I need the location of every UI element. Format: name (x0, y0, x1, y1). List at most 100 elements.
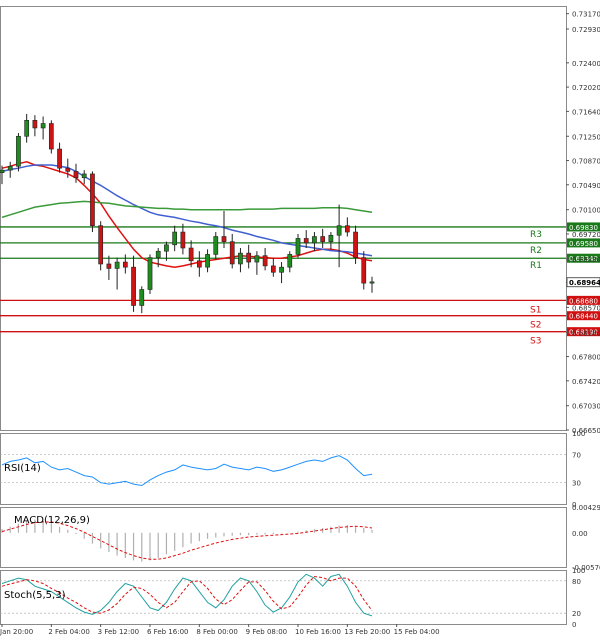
candle-body (196, 260, 202, 268)
level-name-s1: S1 (530, 305, 541, 315)
candle (98, 221, 104, 271)
time-tick-label: Jan 20:00 (0, 628, 33, 636)
candle-body (229, 241, 235, 265)
candle-body (139, 289, 145, 306)
current-price-label: 0.68964 (569, 279, 600, 287)
candle (320, 228, 326, 249)
rsi-tick-label: 100 (572, 430, 585, 438)
candle-body (57, 148, 62, 169)
rsi-tick-label: 70 (572, 451, 581, 459)
level-tag-s2 (567, 311, 600, 321)
level-name-s3: S3 (530, 337, 541, 347)
candle (287, 251, 293, 273)
candle-body (320, 236, 326, 242)
time-tick-label: 10 Feb 16:00 (295, 628, 341, 636)
current-price-tag (566, 277, 600, 288)
candle-body (262, 255, 268, 267)
series-line-ma-mid (1, 164, 373, 257)
level-tag-s3 (567, 327, 600, 337)
candle-body (295, 238, 301, 255)
candle-body (81, 173, 87, 179)
level-name-r1: R1 (530, 261, 542, 271)
candle-body (279, 266, 284, 273)
candle (246, 244, 252, 269)
candle-body (155, 250, 161, 258)
candle-body (73, 171, 79, 179)
level-name-s2: S2 (530, 321, 541, 331)
level-value-s1: 0.68680 (569, 297, 598, 305)
candle-body (328, 234, 334, 242)
candle (65, 158, 71, 178)
level-tag-r1 (567, 253, 600, 263)
price-tick-label: 0.71640 (572, 108, 600, 116)
indicator-panels: 100 70 30 0 RSI(14) 0.004295 0.00 -0.005702 MACD… (0, 430, 600, 629)
candle (172, 225, 178, 252)
rsi-tick-label: 0 (572, 501, 576, 509)
price-tick-label: 0.68180 (572, 329, 600, 337)
candle (353, 225, 358, 264)
candle-body (98, 225, 104, 265)
level-tag-s1 (567, 295, 600, 305)
candle-body (312, 236, 317, 244)
price-tick-label: 0.69720 (572, 231, 600, 239)
candle (0, 165, 5, 185)
level-tag-r2 (567, 238, 600, 248)
rsi-tick-label: 30 (572, 480, 581, 488)
price-tick-label: 0.70490 (572, 182, 600, 190)
candle (147, 254, 153, 294)
candle-body (24, 120, 30, 137)
candle (40, 116, 46, 140)
time-tick-label: 6 Feb 16:00 (147, 628, 188, 636)
candle-body (40, 123, 46, 129)
level-value-s3: 0.68190 (569, 329, 598, 337)
candle-body (303, 238, 309, 244)
candle (369, 276, 375, 293)
candle (196, 251, 202, 277)
candle (114, 257, 120, 290)
candle-body (147, 257, 153, 290)
candle (361, 251, 367, 290)
stoch-tick-label: 0 (572, 621, 576, 629)
series-line-ma-slow (1, 200, 373, 219)
candle-body (164, 244, 169, 252)
candle (295, 233, 301, 258)
candle (32, 115, 38, 137)
stoch-d-line (1, 575, 373, 614)
candle-body (106, 263, 112, 269)
candle (229, 233, 235, 269)
macd-tick-label: 0.004295 (572, 504, 600, 512)
candle (270, 257, 276, 277)
candle (213, 232, 219, 260)
candle (303, 230, 309, 249)
candle-body (65, 167, 71, 172)
candle (7, 161, 13, 178)
candle-body (353, 231, 358, 258)
stoch-k-line (1, 573, 373, 617)
candle-body (48, 123, 54, 150)
price-tick-label: 0.67800 (572, 354, 600, 362)
rsi-line (1, 455, 373, 487)
time-tick-label: 9 Feb 08:00 (246, 628, 287, 636)
candle (48, 120, 54, 154)
price-tick-label: 0.66650 (572, 427, 600, 435)
price-tick-label: 0.67420 (572, 378, 600, 386)
candle-body (172, 231, 178, 246)
candle (57, 142, 62, 173)
candle (131, 255, 136, 312)
candle-body (90, 173, 95, 226)
stoch-label: Stoch(5,5,3) (4, 590, 66, 601)
time-tick-label: 13 Feb 20:00 (344, 628, 390, 636)
price-tick-label: 0.71250 (572, 133, 600, 141)
candle-body (238, 252, 243, 265)
candle-body (188, 247, 194, 262)
candle-body (336, 225, 342, 236)
series-line-ma-fast (1, 161, 373, 268)
stoch-tick-label: 20 (572, 610, 581, 618)
panel-frame-0 (0, 6, 567, 431)
panel-frames (0, 6, 567, 625)
candle-body (270, 265, 276, 273)
candle-body (0, 169, 5, 173)
candle-body (205, 254, 210, 268)
candle (328, 232, 334, 250)
